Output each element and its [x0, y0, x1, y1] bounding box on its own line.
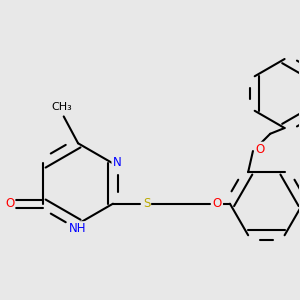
Text: O: O — [255, 142, 264, 156]
Text: O: O — [5, 197, 14, 210]
Text: S: S — [143, 197, 150, 210]
Text: O: O — [213, 197, 222, 210]
Text: CH₃: CH₃ — [51, 102, 72, 112]
Text: NH: NH — [68, 222, 86, 235]
Text: N: N — [112, 156, 121, 169]
